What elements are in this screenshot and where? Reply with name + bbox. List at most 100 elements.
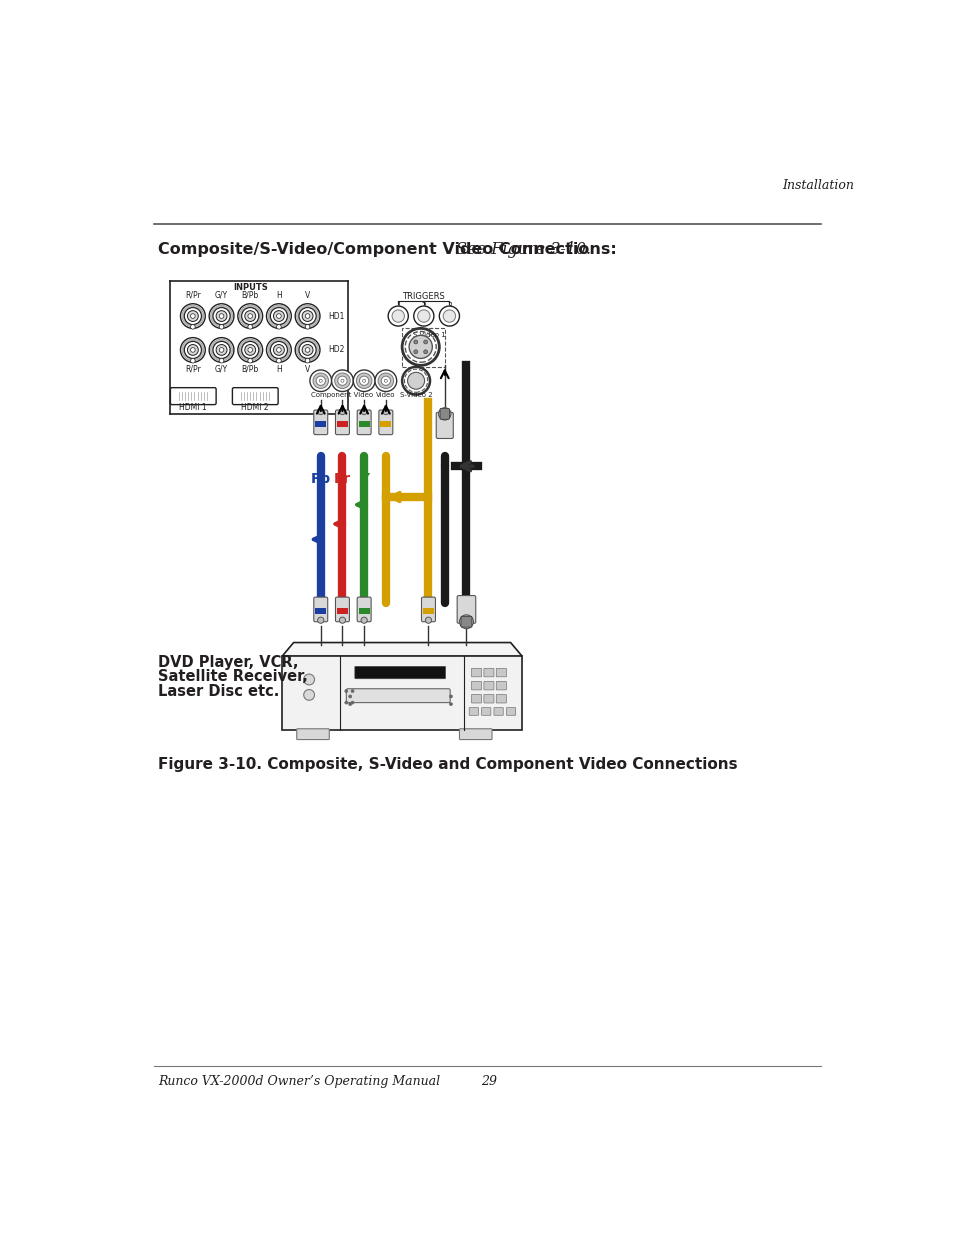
Circle shape bbox=[348, 695, 352, 698]
FancyBboxPatch shape bbox=[314, 597, 328, 621]
Text: Y: Y bbox=[358, 472, 369, 487]
Circle shape bbox=[276, 358, 281, 363]
Circle shape bbox=[183, 306, 202, 325]
FancyBboxPatch shape bbox=[471, 668, 481, 677]
FancyBboxPatch shape bbox=[171, 388, 216, 405]
Circle shape bbox=[212, 341, 231, 359]
Text: G/Y: G/Y bbox=[214, 364, 228, 374]
Text: Pr: Pr bbox=[334, 472, 351, 487]
Circle shape bbox=[459, 615, 473, 629]
Circle shape bbox=[313, 373, 328, 389]
Circle shape bbox=[184, 308, 201, 325]
Circle shape bbox=[298, 341, 316, 359]
Circle shape bbox=[298, 306, 316, 325]
Circle shape bbox=[182, 305, 204, 327]
Circle shape bbox=[294, 337, 319, 362]
FancyBboxPatch shape bbox=[356, 410, 371, 435]
Circle shape bbox=[360, 618, 367, 624]
Circle shape bbox=[381, 377, 390, 385]
FancyBboxPatch shape bbox=[421, 597, 435, 621]
FancyBboxPatch shape bbox=[483, 682, 494, 690]
Circle shape bbox=[353, 370, 375, 391]
FancyBboxPatch shape bbox=[356, 597, 371, 621]
Circle shape bbox=[191, 358, 195, 363]
FancyBboxPatch shape bbox=[282, 656, 521, 730]
Circle shape bbox=[296, 340, 318, 361]
Circle shape bbox=[407, 372, 424, 389]
Circle shape bbox=[219, 347, 224, 352]
Circle shape bbox=[237, 304, 262, 329]
Circle shape bbox=[270, 341, 287, 358]
Text: R/Pr: R/Pr bbox=[185, 290, 200, 300]
Circle shape bbox=[180, 337, 205, 362]
Circle shape bbox=[209, 304, 233, 329]
Text: H: H bbox=[275, 290, 281, 300]
FancyBboxPatch shape bbox=[336, 608, 348, 614]
Circle shape bbox=[219, 314, 224, 319]
Circle shape bbox=[302, 311, 313, 321]
Circle shape bbox=[305, 325, 310, 330]
FancyBboxPatch shape bbox=[358, 608, 369, 614]
Circle shape bbox=[317, 618, 323, 624]
FancyBboxPatch shape bbox=[314, 410, 328, 435]
Circle shape bbox=[212, 306, 231, 325]
Circle shape bbox=[305, 314, 310, 319]
Circle shape bbox=[392, 310, 404, 322]
Circle shape bbox=[276, 314, 281, 319]
Text: V: V bbox=[305, 290, 310, 300]
Circle shape bbox=[276, 325, 281, 330]
Circle shape bbox=[384, 379, 387, 383]
Circle shape bbox=[239, 305, 261, 327]
FancyBboxPatch shape bbox=[496, 668, 506, 677]
Text: 3: 3 bbox=[447, 303, 452, 311]
Text: INPUTS: INPUTS bbox=[233, 283, 268, 291]
Text: B/Pb: B/Pb bbox=[241, 364, 258, 374]
Text: B/Pb: B/Pb bbox=[241, 290, 258, 300]
Circle shape bbox=[382, 409, 389, 415]
FancyBboxPatch shape bbox=[296, 729, 329, 740]
Text: Satellite Receiver,: Satellite Receiver, bbox=[158, 669, 308, 684]
Circle shape bbox=[439, 306, 459, 326]
Text: V: V bbox=[305, 364, 310, 374]
Circle shape bbox=[266, 304, 291, 329]
Circle shape bbox=[274, 311, 284, 321]
FancyBboxPatch shape bbox=[496, 694, 506, 703]
FancyBboxPatch shape bbox=[358, 421, 369, 427]
FancyBboxPatch shape bbox=[483, 668, 494, 677]
Text: R/Pr: R/Pr bbox=[185, 364, 200, 374]
Circle shape bbox=[402, 329, 439, 366]
Text: 2: 2 bbox=[421, 303, 426, 311]
Circle shape bbox=[270, 308, 287, 325]
Circle shape bbox=[351, 689, 354, 693]
Circle shape bbox=[241, 341, 259, 359]
Circle shape bbox=[305, 358, 310, 363]
Circle shape bbox=[294, 304, 319, 329]
FancyBboxPatch shape bbox=[483, 694, 494, 703]
Circle shape bbox=[248, 347, 253, 352]
FancyBboxPatch shape bbox=[439, 409, 449, 419]
Circle shape bbox=[274, 345, 284, 356]
Circle shape bbox=[268, 305, 290, 327]
FancyBboxPatch shape bbox=[471, 682, 481, 690]
Circle shape bbox=[337, 377, 347, 385]
Text: Figure 3-10. Composite, S-Video and Component Video Connections: Figure 3-10. Composite, S-Video and Comp… bbox=[158, 757, 737, 772]
FancyBboxPatch shape bbox=[336, 421, 348, 427]
Text: See Figure 3-10.: See Figure 3-10. bbox=[451, 241, 591, 258]
Circle shape bbox=[187, 345, 198, 356]
Circle shape bbox=[241, 308, 258, 325]
Circle shape bbox=[449, 695, 452, 698]
Circle shape bbox=[245, 311, 255, 321]
Circle shape bbox=[423, 350, 427, 353]
Text: 1: 1 bbox=[395, 303, 400, 311]
FancyBboxPatch shape bbox=[315, 608, 326, 614]
Circle shape bbox=[187, 311, 198, 321]
Text: HDMI 1: HDMI 1 bbox=[179, 403, 207, 412]
Circle shape bbox=[298, 341, 315, 358]
Circle shape bbox=[213, 341, 230, 358]
FancyBboxPatch shape bbox=[496, 682, 506, 690]
Circle shape bbox=[245, 345, 255, 356]
Circle shape bbox=[317, 409, 323, 415]
Circle shape bbox=[402, 367, 430, 395]
Circle shape bbox=[344, 701, 348, 704]
Circle shape bbox=[344, 689, 348, 693]
